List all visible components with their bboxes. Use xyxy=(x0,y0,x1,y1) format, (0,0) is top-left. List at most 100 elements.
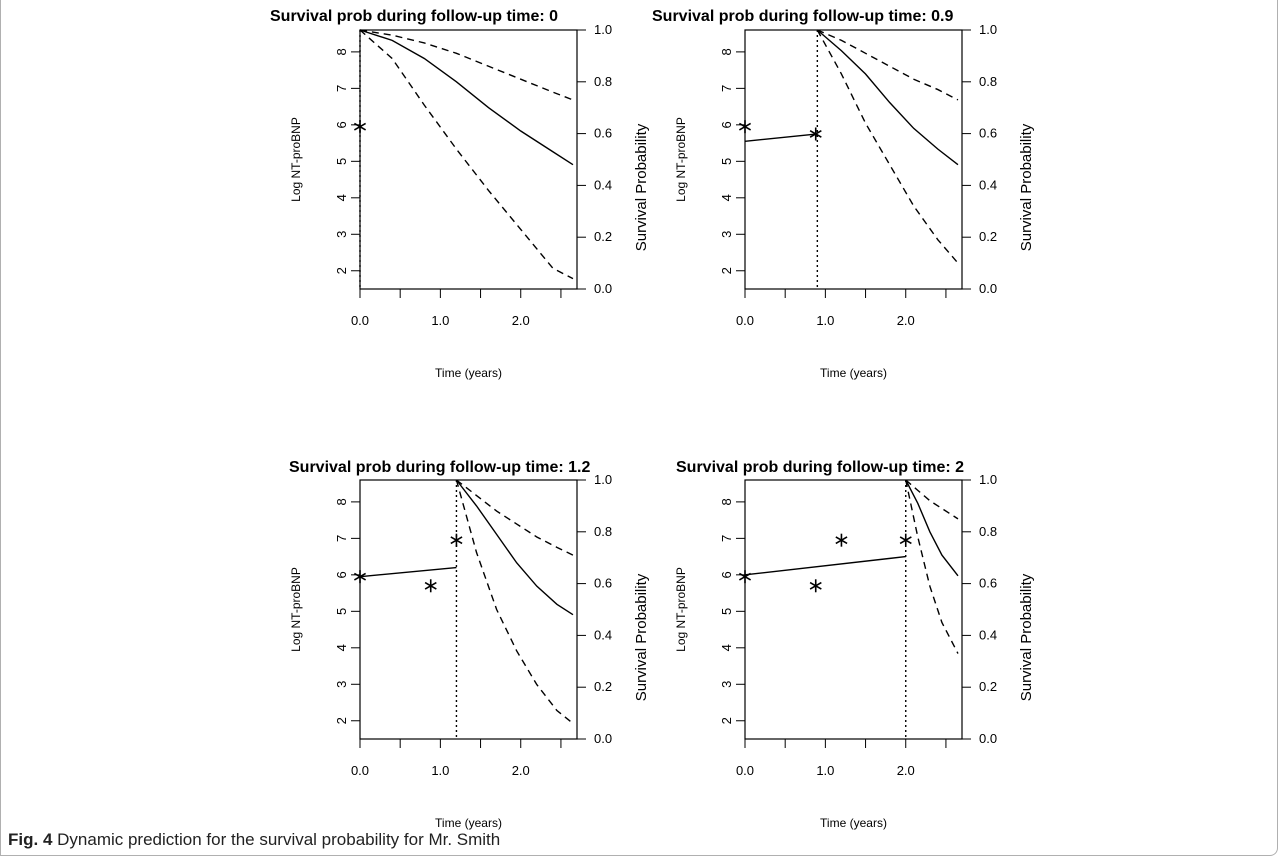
y-tick-label: 4 xyxy=(719,644,734,651)
plot-frame xyxy=(744,29,963,290)
x-tick-label: 2.0 xyxy=(512,313,530,328)
survival-lower-ci-line xyxy=(359,29,574,280)
y-tick-label: 2 xyxy=(719,267,734,274)
x-tick-label: 1.0 xyxy=(816,313,834,328)
y-tick-label: 3 xyxy=(719,231,734,238)
y-right-tick-label: 0.0 xyxy=(594,731,612,746)
y-axis-label: Log NT-proBNP xyxy=(289,117,303,202)
y-tick-label: 4 xyxy=(719,194,734,201)
x-axis-label: Time (years) xyxy=(820,816,887,830)
observation-point xyxy=(738,570,752,584)
y-right-tick-label: 0.2 xyxy=(594,229,612,244)
longitudinal-fit-line xyxy=(744,133,818,142)
survival-upper-ci-line xyxy=(456,479,574,556)
plot-frame xyxy=(359,29,578,290)
observation-point xyxy=(738,120,752,134)
observation-point xyxy=(450,533,463,547)
y-right-tick-label: 0.8 xyxy=(594,524,612,539)
observation-point xyxy=(424,579,437,593)
y-axis-label: Log NT-proBNP xyxy=(289,567,303,652)
y-tick-label: 8 xyxy=(334,48,349,55)
y-right-tick-label: 0.6 xyxy=(594,126,612,141)
y-tick-label: 4 xyxy=(334,644,349,651)
y-right-tick-label: 0.8 xyxy=(979,74,997,89)
y-right-axis-label: Survival Probability xyxy=(1018,123,1035,251)
x-tick-label: 1.0 xyxy=(816,763,834,778)
panel-3: 0.0 1.0 2.0 2 3 4 5 6 7 8 0.0 0.2 0.4 0.6 0.8 1.0 Time (… xyxy=(289,472,650,830)
panel-4: 0.0 1.0 2.0 2 3 4 5 6 7 8 0.0 0.2 0.4 0.6 0.8 1.0 Time (… xyxy=(674,472,1035,830)
observation-point xyxy=(353,570,367,584)
observation-point xyxy=(353,120,367,134)
x-tick-label: 0.0 xyxy=(736,313,754,328)
y-tick-label: 6 xyxy=(334,571,349,578)
y-tick-label: 5 xyxy=(334,608,349,615)
x-axis-label: Time (years) xyxy=(820,366,887,380)
y-axis-label: Log NT-proBNP xyxy=(674,567,688,652)
y-right-tick-label: 0.6 xyxy=(979,126,997,141)
y-right-axis-label: Survival Probability xyxy=(1018,573,1035,701)
y-tick-label: 3 xyxy=(334,681,349,688)
y-right-tick-label: 0.8 xyxy=(979,524,997,539)
y-tick-label: 8 xyxy=(719,498,734,505)
panel-3-title: Survival prob during follow-up time: 1.2 xyxy=(289,459,590,476)
plot-frame xyxy=(744,479,963,740)
y-right-tick-label: 0.0 xyxy=(979,731,997,746)
y-right-tick-label: 0.6 xyxy=(594,576,612,591)
y-tick-label: 3 xyxy=(719,681,734,688)
y-tick-label: 8 xyxy=(334,498,349,505)
y-right-tick-label: 0.0 xyxy=(979,281,997,296)
y-tick-label: 6 xyxy=(719,571,734,578)
y-right-axis-label: Survival Probability xyxy=(633,573,650,701)
panel-2: 0.0 1.0 2.0 2 3 4 5 6 7 8 0.0 0.2 0.4 0.6 0.8 1.0 Time (… xyxy=(674,22,1035,380)
y-right-tick-label: 0.2 xyxy=(594,679,612,694)
y-right-tick-label: 0.4 xyxy=(594,627,612,642)
y-tick-label: 2 xyxy=(334,267,349,274)
y-tick-label: 2 xyxy=(719,717,734,724)
x-tick-label: 1.0 xyxy=(431,763,449,778)
y-right-axis-label: Survival Probability xyxy=(633,123,650,251)
y-tick-label: 6 xyxy=(334,121,349,128)
observation-point xyxy=(835,533,848,547)
observation-point xyxy=(899,533,912,547)
panel-2-title: Survival prob during follow-up time: 0.9 xyxy=(652,8,953,25)
x-tick-label: 1.0 xyxy=(431,313,449,328)
y-tick-label: 5 xyxy=(334,158,349,165)
y-tick-label: 7 xyxy=(334,85,349,92)
y-tick-label: 3 xyxy=(334,231,349,238)
observation-point xyxy=(809,579,822,593)
caption-label: Fig. 4 xyxy=(8,830,53,849)
survival-upper-ci-line xyxy=(905,479,959,520)
y-right-tick-label: 0.4 xyxy=(979,627,997,642)
survival-mean-line xyxy=(455,479,574,616)
x-tick-label: 2.0 xyxy=(897,763,915,778)
plot-frame xyxy=(359,479,578,740)
y-tick-label: 4 xyxy=(334,194,349,201)
y-right-tick-label: 0.4 xyxy=(594,177,612,192)
x-tick-label: 0.0 xyxy=(736,763,754,778)
y-right-tick-label: 1.0 xyxy=(979,22,997,37)
y-right-tick-label: 1.0 xyxy=(979,472,997,487)
figure-caption: Fig. 4 Dynamic prediction for the surviv… xyxy=(8,830,500,850)
x-tick-label: 2.0 xyxy=(897,313,915,328)
longitudinal-fit-line xyxy=(744,555,906,576)
y-tick-label: 5 xyxy=(719,158,734,165)
x-tick-label: 2.0 xyxy=(512,763,530,778)
survival-mean-line xyxy=(905,479,959,577)
y-tick-label: 7 xyxy=(719,535,734,542)
panel-1-title: Survival prob during follow-up time: 0 xyxy=(270,8,558,25)
y-tick-label: 6 xyxy=(719,121,734,128)
observation-point xyxy=(809,127,822,141)
y-tick-label: 5 xyxy=(719,608,734,615)
survival-lower-ci-line xyxy=(455,479,574,725)
caption-text: Dynamic prediction for the survival prob… xyxy=(52,830,501,849)
y-tick-label: 7 xyxy=(334,535,349,542)
y-right-tick-label: 0.2 xyxy=(979,229,997,244)
panel-4-title: Survival prob during follow-up time: 2 xyxy=(676,459,964,476)
y-axis-label: Log NT-proBNP xyxy=(674,117,688,202)
x-axis-label: Time (years) xyxy=(435,366,502,380)
panel-1: 0.0 1.0 2.0 2 3 4 5 6 7 8 0.0 0.2 0.4 0.6 0.8 1.0 Time (… xyxy=(289,22,650,380)
x-tick-label: 0.0 xyxy=(351,313,369,328)
y-tick-label: 7 xyxy=(719,85,734,92)
